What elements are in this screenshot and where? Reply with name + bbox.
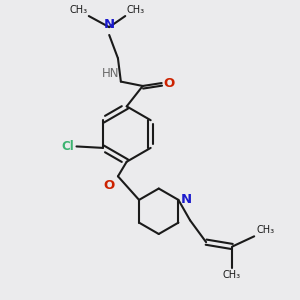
Text: O: O — [103, 179, 115, 192]
Text: N: N — [181, 194, 192, 206]
Text: N: N — [103, 18, 115, 31]
Text: CH₃: CH₃ — [69, 4, 87, 15]
Text: CH₃: CH₃ — [256, 225, 274, 235]
Text: CH₃: CH₃ — [127, 4, 145, 15]
Text: HN: HN — [102, 67, 119, 80]
Text: Cl: Cl — [62, 140, 74, 153]
Text: O: O — [163, 76, 174, 90]
Text: CH₃: CH₃ — [223, 270, 241, 280]
